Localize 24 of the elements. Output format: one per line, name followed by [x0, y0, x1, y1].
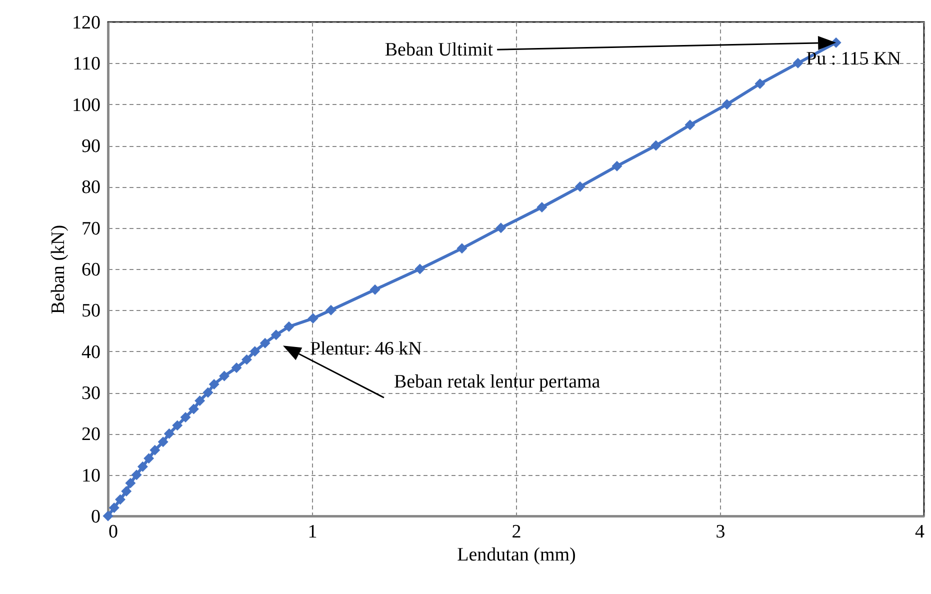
y-tick-label: 100 — [72, 94, 100, 116]
x-tick-label: 1 — [308, 522, 318, 542]
x-tick-label: 4 — [915, 522, 925, 542]
y-tick-label: 80 — [82, 177, 100, 198]
y-tick-label: 20 — [82, 424, 100, 446]
y-tick-label: 40 — [82, 342, 100, 363]
x-tick-label: 2 — [512, 522, 522, 542]
annotation: Pu : 115 KN — [806, 48, 902, 70]
y-tick-label: 60 — [82, 260, 100, 280]
x-axis-title: Lendutan (mm) — [457, 544, 576, 566]
y-tick-label: 30 — [82, 383, 100, 404]
y-tick-label: 90 — [82, 136, 100, 157]
y-tick-label: 70 — [82, 218, 100, 240]
annotation: Plentur: 46 kN — [310, 338, 422, 360]
y-axis-title: Beban (kN) — [48, 224, 69, 314]
annotation: Beban retak lentur pertama — [394, 372, 601, 393]
y-tick-label: 120 — [72, 12, 100, 34]
y-tick-label: 50 — [82, 300, 100, 322]
annotation: Beban Ultimit — [384, 40, 494, 61]
x-tick-label: 0 — [108, 522, 118, 542]
y-tick-label: 10 — [82, 465, 100, 486]
y-tick-label: 0 — [91, 506, 100, 528]
x-tick-label: 3 — [716, 522, 726, 542]
y-tick-label: 110 — [72, 54, 100, 75]
